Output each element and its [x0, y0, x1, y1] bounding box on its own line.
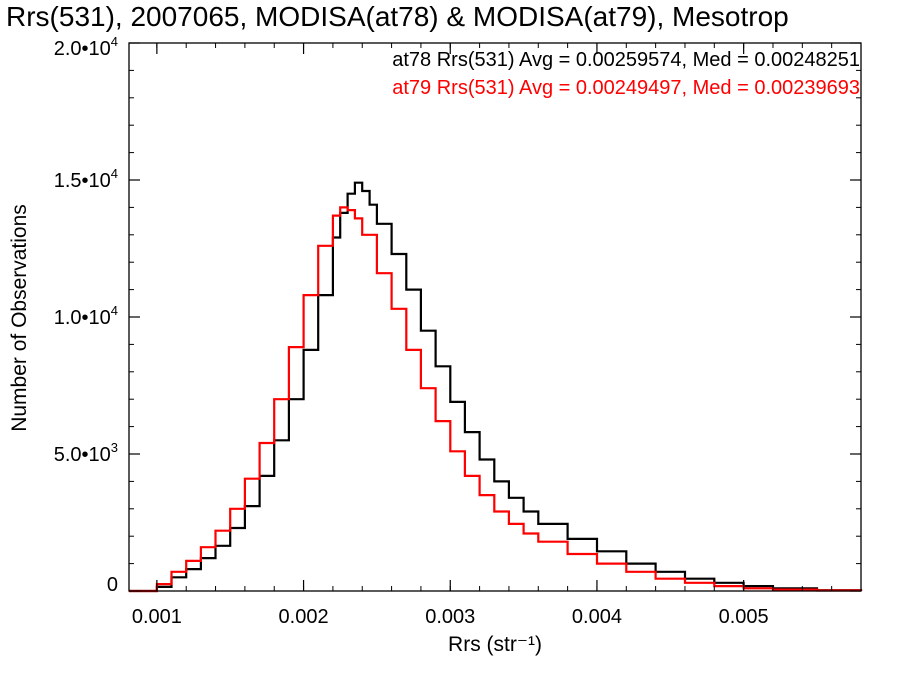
x-tick-label: 0.004 [572, 606, 622, 628]
y-tick-label: 0 [107, 574, 118, 596]
y-tick-label: 1.0•104 [54, 303, 118, 329]
series-line-at79 [129, 206, 863, 593]
x-tick-label: 0.001 [132, 606, 182, 628]
x-axis-label: Rrs (str⁻¹) [448, 633, 542, 656]
series-line-at78 [129, 181, 863, 593]
chart-title: Rrs(531), 2007065, MODISA(at78) & MODISA… [6, 1, 789, 32]
x-tick-label: 0.002 [279, 606, 329, 628]
x-tick-label: 0.005 [719, 606, 769, 628]
y-axis-label: Number of Observations [8, 204, 31, 432]
y-tick-label: 5.0•103 [54, 440, 118, 466]
y-tick-label: 1.5•104 [54, 166, 118, 192]
y-tick-label: 2.0•104 [54, 34, 118, 60]
at78-stats-label: at78 Rrs(531) Avg = 0.00259574, Med = 0.… [392, 49, 860, 71]
at79-stats-label: at79 Rrs(531) Avg = 0.00249497, Med = 0.… [392, 77, 860, 99]
x-tick-label: 0.003 [425, 606, 475, 628]
